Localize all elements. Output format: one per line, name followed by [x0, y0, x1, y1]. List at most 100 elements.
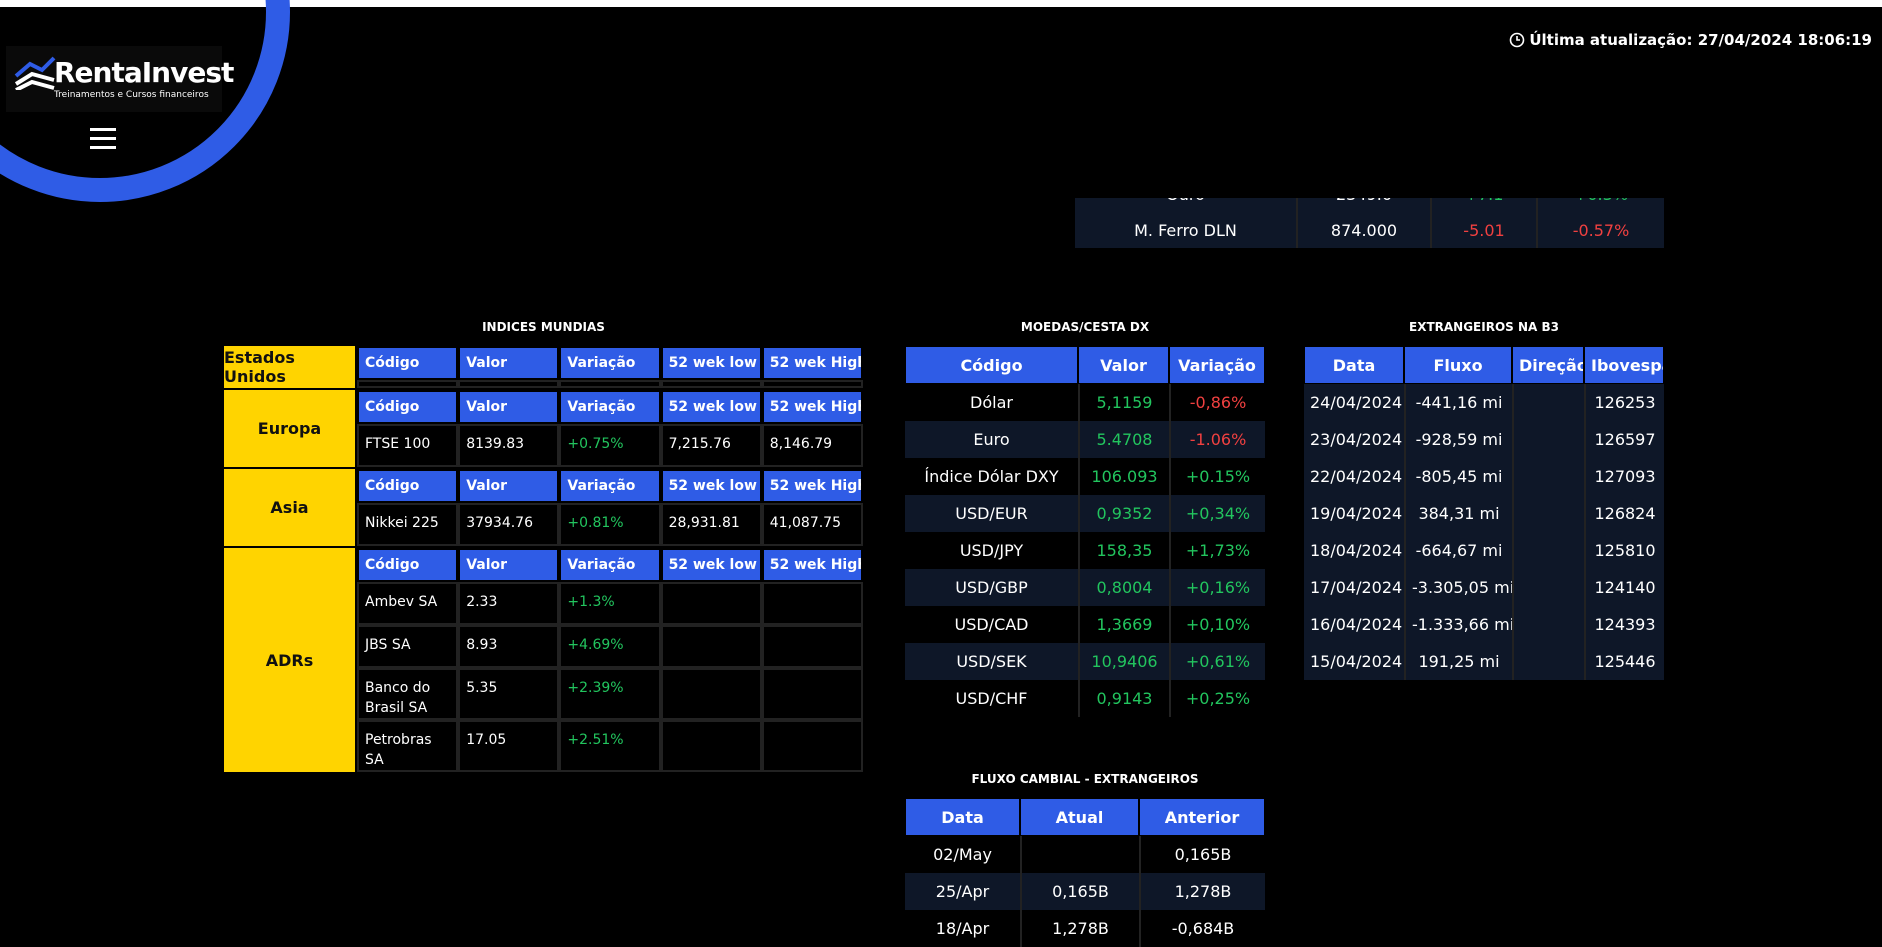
table-cell: 0,165B	[1020, 873, 1139, 910]
clock-icon	[1510, 32, 1525, 48]
table-cell: -0,684B	[1139, 910, 1265, 947]
table-cell: -5.01	[1430, 212, 1536, 248]
table-cell	[1512, 643, 1584, 680]
logo[interactable]: RentaInvest Treinamentos e Cursos financ…	[6, 46, 234, 112]
table-row: 23/04/2024 -928,59 mi 126597	[1304, 421, 1664, 458]
logo-title: RentaInvest	[54, 56, 234, 89]
moedas: MOEDAS/CESTA DX Código Valor Variação Dólar…	[905, 320, 1265, 717]
table-cell	[559, 380, 661, 388]
column-header: Direção	[1512, 346, 1584, 384]
menu-button[interactable]	[90, 127, 116, 151]
table-cell	[660, 720, 762, 772]
column-header: Variação	[559, 346, 661, 380]
table-cell: 5.35	[458, 668, 560, 720]
column-header: 52 wek low	[660, 469, 762, 503]
table-cell: Ambev SA	[357, 582, 459, 625]
table-cell: 1,278B	[1020, 910, 1139, 947]
table-cell: -3.305,05 mi	[1404, 569, 1512, 606]
table-row: Ouro2349.6+7.1+0.3%	[1075, 198, 1664, 212]
table-cell: 126597	[1584, 421, 1664, 458]
column-header: Valor	[458, 469, 560, 503]
table-row: 19/04/2024 384,31 mi 126824	[1304, 495, 1664, 532]
index-group: ADRs Código Valor Variação 52 wek low 52 wek …	[224, 548, 863, 772]
table-row: Dólar 5,1159 -0,86%	[905, 384, 1265, 421]
table-cell	[660, 625, 762, 668]
indices: INDICES MUNDIAS Estados Unidos Código Valo…	[224, 320, 863, 774]
table-row: 15/04/2024 191,25 mi 125446	[1304, 643, 1664, 680]
column-header: 52 wek Hight	[761, 469, 863, 503]
table-cell	[1512, 606, 1584, 643]
column-header: Data	[905, 798, 1020, 836]
group-label: Asia	[224, 469, 355, 546]
table-cell: +2.39%	[559, 668, 661, 720]
table-cell: 0,9352	[1078, 495, 1169, 532]
table-cell: -1.06%	[1169, 421, 1265, 458]
top-bar	[0, 0, 1882, 7]
table-cell: 23/04/2024	[1304, 421, 1404, 458]
table-cell: 1,3669	[1078, 606, 1169, 643]
column-header: 52 wek low	[660, 390, 762, 424]
table-cell	[761, 380, 863, 388]
column-header: Data	[1304, 346, 1404, 384]
table-cell: Ouro	[1075, 198, 1296, 212]
table-cell: 25/Apr	[905, 873, 1020, 910]
table-cell: +1.3%	[559, 582, 661, 625]
table-cell: 17.05	[458, 720, 560, 772]
table-cell	[1512, 532, 1584, 569]
table-row	[357, 380, 863, 388]
table-cell: 125446	[1584, 643, 1664, 680]
table-row: FTSE 100 8139.83 +0.75% 7,215.76 8,146.79	[357, 424, 863, 467]
group-label: Europa	[224, 390, 355, 467]
table-cell: -0.57%	[1536, 212, 1664, 248]
table-cell: 19/04/2024	[1304, 495, 1404, 532]
table-cell: 18/04/2024	[1304, 532, 1404, 569]
table-row: 25/Apr 0,165B 1,278B	[905, 873, 1265, 910]
table-cell: 127093	[1584, 458, 1664, 495]
table-cell: Dólar	[970, 393, 1013, 412]
group-label: ADRs	[224, 548, 355, 772]
index-group: Asia Código Valor Variação 52 wek low 52 wek …	[224, 469, 863, 546]
commodities: Ouro2349.6+7.1+0.3%M. Ferro DLN874.000-5…	[1075, 198, 1665, 256]
fluxo-cambial: FLUXO CAMBIAL - EXTRANGEIROS Data Atual An…	[905, 772, 1265, 947]
table-cell: +0.81%	[559, 503, 661, 546]
table-cell: 24/04/2024	[1304, 384, 1404, 421]
column-header: Variação	[559, 390, 661, 424]
table-cell: 1,278B	[1139, 873, 1265, 910]
table-row: Banco do Brasil SA 5.35 +2.39%	[357, 668, 863, 720]
table-cell: -1.333,66 mi	[1404, 606, 1512, 643]
table-cell: USD/GBP	[905, 569, 1078, 606]
section-title: EXTRANGEIROS NA B3	[1409, 320, 1559, 334]
table-cell: Euro	[905, 421, 1078, 458]
table-cell: 126253	[1584, 384, 1664, 421]
table-row: Ambev SA 2.33 +1.3%	[357, 582, 863, 625]
table-row: 02/May 0,165B	[905, 836, 1265, 873]
table-cell: 8,146.79	[761, 424, 863, 467]
table-row: USD/GBP 0,8004 +0,16%	[905, 569, 1265, 606]
table-cell: 10,9406	[1078, 643, 1169, 680]
table-cell: -664,67 mi	[1404, 532, 1512, 569]
table-row: 22/04/2024 -805,45 mi 127093	[1304, 458, 1664, 495]
table-cell: JBS SA	[357, 625, 459, 668]
table-cell	[1512, 569, 1584, 606]
table-cell: 37934.76	[458, 503, 560, 546]
table-cell: +4.69%	[559, 625, 661, 668]
table-cell: +7.1	[1430, 198, 1536, 212]
table-cell	[761, 582, 863, 625]
table-cell: 2349.6	[1296, 198, 1430, 212]
column-header: 52 wek Hight	[761, 548, 863, 582]
table-cell	[761, 668, 863, 720]
corner-arc	[0, 0, 290, 202]
table-cell	[761, 720, 863, 772]
data-table: Código Valor Variação Dólar 5,1159 -0,86% Euro…	[905, 346, 1265, 717]
header-row: Data Atual Anterior	[905, 798, 1265, 836]
table-cell: 124393	[1584, 606, 1664, 643]
column-header: Valor	[458, 346, 560, 380]
table-row: USD/CHF 0,9143 +0,25%	[905, 680, 1265, 717]
table-cell	[1512, 495, 1584, 532]
header-row: DataFluxoDireçãoIbovespa	[1304, 346, 1664, 384]
table-cell: 02/May	[933, 845, 992, 864]
table-row: 16/04/2024 -1.333,66 mi 124393	[1304, 606, 1664, 643]
table-cell: 191,25 mi	[1404, 643, 1512, 680]
